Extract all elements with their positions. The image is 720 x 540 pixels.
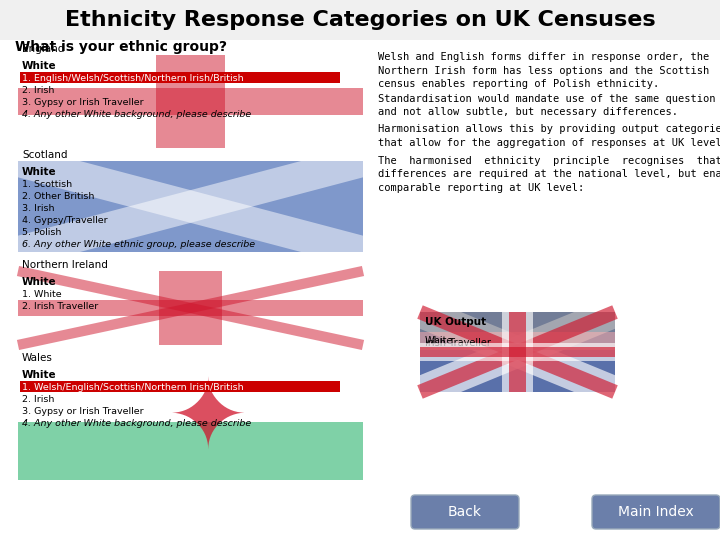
Text: 4. Any other White background, please describe: 4. Any other White background, please de… <box>22 419 251 428</box>
Text: 2. Irish Traveller: 2. Irish Traveller <box>22 302 98 311</box>
Text: 1. Welsh/English/Scottish/Northern Irish/British: 1. Welsh/English/Scottish/Northern Irish… <box>22 383 243 392</box>
FancyBboxPatch shape <box>592 495 720 529</box>
Bar <box>20 381 340 392</box>
Bar <box>420 347 615 357</box>
Text: 2. Other British: 2. Other British <box>22 192 94 201</box>
Text: 1. Scottish: 1. Scottish <box>22 180 72 189</box>
Text: 1. English/Welsh/Scottish/Northern Irish/British: 1. English/Welsh/Scottish/Northern Irish… <box>22 74 243 83</box>
FancyBboxPatch shape <box>411 495 519 529</box>
Bar <box>420 332 615 350</box>
Text: White: White <box>425 336 454 346</box>
Bar <box>156 55 225 148</box>
Bar <box>159 271 222 345</box>
Text: 4. Any other White background, please describe: 4. Any other White background, please de… <box>22 110 251 119</box>
Bar <box>420 343 615 361</box>
Text: England: England <box>22 44 64 54</box>
Text: Wales: Wales <box>22 353 53 363</box>
Bar <box>18 161 363 252</box>
Bar <box>18 422 363 480</box>
Text: Back: Back <box>448 505 482 519</box>
Bar <box>18 89 363 114</box>
Text: 2. Irish: 2. Irish <box>22 86 55 95</box>
Text: 5. Polish: 5. Polish <box>22 228 61 237</box>
Bar <box>18 55 363 148</box>
Text: Welsh and English forms differ in response order, the
Northern Irish form has le: Welsh and English forms differ in respon… <box>378 52 709 89</box>
Text: 3. Gypsy or Irish Traveller: 3. Gypsy or Irish Traveller <box>22 407 143 416</box>
Text: Northern Ireland: Northern Ireland <box>22 260 108 270</box>
Text: Harmonisation allows this by providing output categories
that allow for the aggr: Harmonisation allows this by providing o… <box>378 125 720 148</box>
Text: White: White <box>22 167 57 177</box>
Text: Irish Traveller: Irish Traveller <box>425 338 491 348</box>
Bar <box>0 0 720 40</box>
Text: 2. Irish: 2. Irish <box>22 395 55 404</box>
Text: What is your ethnic group?: What is your ethnic group? <box>15 40 227 54</box>
Bar <box>18 271 363 345</box>
Text: White: White <box>22 277 57 287</box>
Bar <box>509 312 526 392</box>
Text: ✦: ✦ <box>168 375 248 469</box>
Bar <box>420 312 615 332</box>
Text: Main Index: Main Index <box>618 505 694 519</box>
Text: Scotland: Scotland <box>22 150 68 160</box>
Text: 6. Any other White ethnic group, please describe: 6. Any other White ethnic group, please … <box>22 240 255 249</box>
Text: Ethnicity Response Categories on UK Censuses: Ethnicity Response Categories on UK Cens… <box>65 10 655 30</box>
Text: White: White <box>22 61 57 71</box>
Bar <box>20 72 340 83</box>
Text: The  harmonised  ethnicity  principle  recognises  that
differences are required: The harmonised ethnicity principle recog… <box>378 156 720 193</box>
Bar <box>18 364 363 422</box>
Text: White: White <box>22 370 57 380</box>
Text: UK Output: UK Output <box>425 317 486 327</box>
Bar <box>420 312 615 392</box>
Text: 3. Irish: 3. Irish <box>22 204 55 213</box>
Text: 1. White: 1. White <box>22 290 62 299</box>
Text: 3. Gypsy or Irish Traveller: 3. Gypsy or Irish Traveller <box>22 98 143 107</box>
Bar <box>502 312 533 392</box>
Bar <box>18 300 363 316</box>
Text: Standardisation would mandate use of the same question
and not allow subtle, but: Standardisation would mandate use of the… <box>378 93 716 117</box>
Text: 4. Gypsy/Traveller: 4. Gypsy/Traveller <box>22 216 107 225</box>
